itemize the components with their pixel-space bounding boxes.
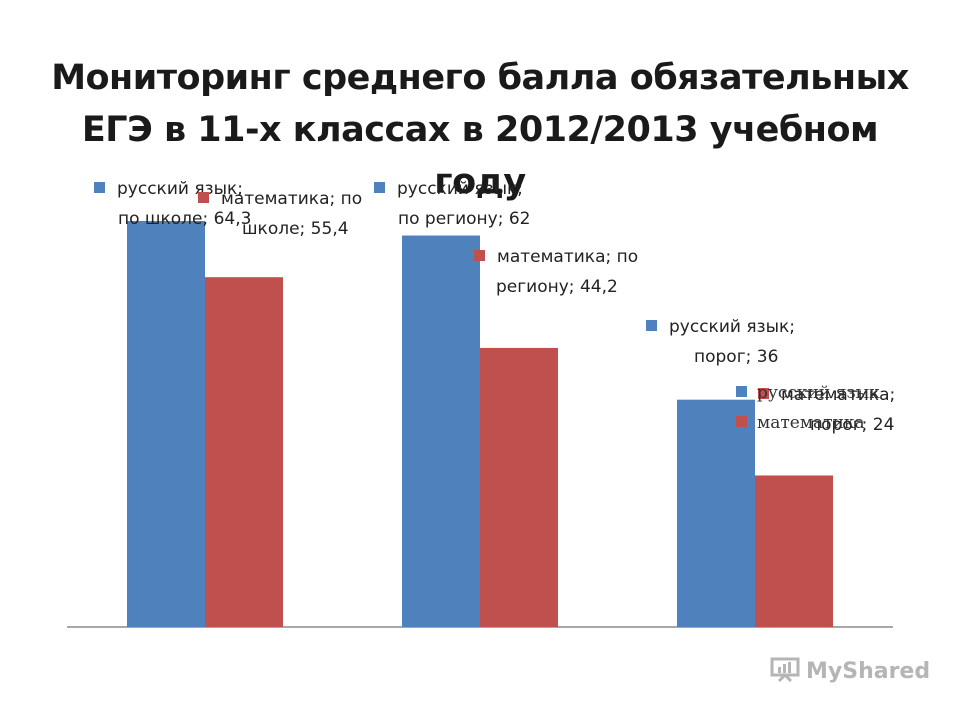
data-label-line1: русский язык; (117, 179, 243, 199)
bar-russian-1 (402, 235, 480, 627)
data-label-line2: по региону; 62 (398, 209, 531, 229)
data-label-5: математика; порог; 24 (758, 380, 895, 440)
data-label-0: русский язык; по школе; 64,3 (94, 174, 251, 234)
chart-title-line1: Мониторинг среднего балла обязательных (51, 58, 909, 98)
data-label-line1: математика; (781, 385, 896, 405)
bar-math-0 (205, 277, 283, 627)
data-label-line2: региону; 44,2 (496, 277, 618, 297)
legend-label-russian: русский язык (757, 383, 880, 403)
data-label-line1: математика; по (221, 189, 363, 209)
data-label-line2: по школе; 64,3 (118, 209, 252, 229)
data-label-swatch (374, 182, 385, 193)
presentation-icon (770, 657, 800, 682)
chart-title-line2: ЕГЭ в 11-х классах в 2012/2013 учебном г… (81, 110, 879, 202)
data-label-line2: порог; 36 (694, 347, 779, 367)
bar-math-2 (755, 475, 833, 627)
bar-russian-0 (127, 221, 205, 627)
chart-legend: русский язык математика (736, 378, 880, 438)
data-label-2: русский язык; по региону; 62 (374, 174, 531, 234)
data-label-3: математика; по региону; 44,2 (474, 242, 638, 302)
legend-item-russian: русский язык (736, 378, 880, 408)
chart-title: Мониторинг среднего балла обязательных Е… (40, 52, 920, 208)
data-label-swatch (94, 182, 105, 193)
data-label-line2: школе; 55,4 (242, 219, 349, 239)
data-label-line1: русский язык; (397, 179, 523, 199)
data-label-1: математика; по школе; 55,4 (198, 184, 362, 244)
data-label-swatch (198, 192, 209, 203)
bar-math-1 (480, 347, 558, 627)
data-label-line1: математика; по (497, 247, 639, 267)
data-label-swatch (474, 250, 485, 261)
data-label-swatch (646, 320, 657, 331)
legend-swatch-math (736, 416, 747, 427)
watermark-text: MyShared (806, 659, 931, 684)
data-label-line2: порог; 24 (810, 415, 895, 435)
legend-item-math: математика (736, 408, 880, 438)
data-label-line1: русский язык; (669, 317, 795, 337)
legend-label-math: математика (757, 413, 865, 433)
watermark: MyShared (770, 656, 930, 684)
bar-russian-2 (677, 399, 755, 627)
data-label-swatch (758, 388, 769, 399)
data-label-4: русский язык; порог; 36 (646, 312, 795, 372)
legend-swatch-russian (736, 386, 747, 397)
